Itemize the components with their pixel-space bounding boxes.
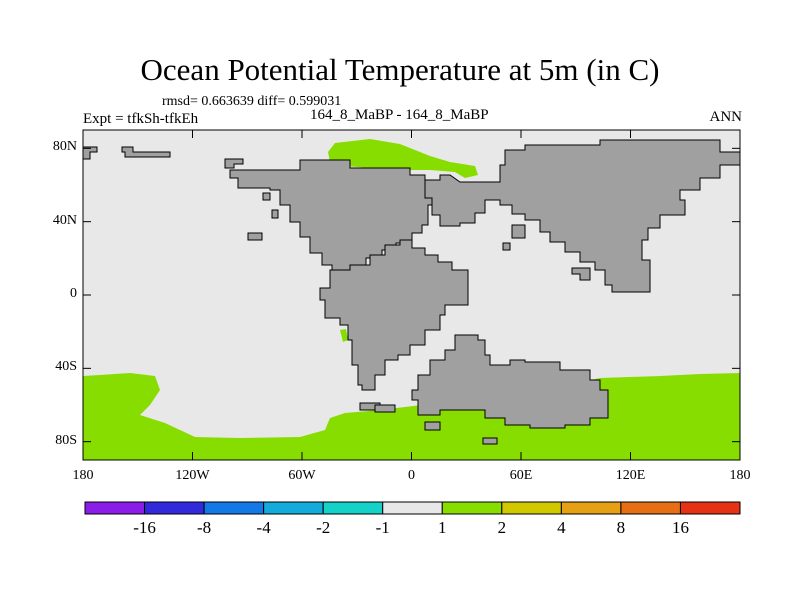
land-antarctic-fragment-4 (482, 437, 498, 445)
colorbar-label: -16 (133, 518, 156, 537)
x-tick-label: 180 (729, 468, 751, 483)
land-africa-australia-antarctic (411, 334, 609, 429)
y-tick-label: 40N (52, 212, 77, 228)
land-antarctic-fragment-2 (374, 404, 396, 413)
x-tick-label: 180 (72, 468, 94, 483)
colorbar-label: 16 (671, 518, 689, 537)
land-arabian-block (511, 224, 526, 239)
chart-title: Ocean Potential Temperature at 5m (in C) (140, 52, 660, 87)
arctic-warm-region (328, 139, 478, 178)
x-tick-label: 120E (615, 468, 646, 483)
case-label: 164_8_MaBP - 164_8_MaBP (310, 107, 489, 123)
y-tick-label: 80S (55, 432, 77, 448)
land-south-america-africa (319, 239, 469, 391)
colorbar-label: 2 (497, 518, 507, 537)
x-tick-label: 0 (408, 468, 415, 483)
x-tick-label: 60E (509, 468, 533, 483)
land-eurasia (424, 139, 741, 293)
colorbar-label: -2 (316, 518, 331, 537)
axis-tickmarks (82, 130, 741, 460)
x-tick-label: 120W (175, 468, 210, 483)
y-tick-label: 40S (55, 359, 77, 375)
colorbar-label: -8 (196, 518, 212, 537)
land-small-north-american-island (262, 192, 271, 201)
stats-text: rmsd= 0.663639 diff= 0.599031 (162, 94, 342, 109)
colorbar-label: 1 (438, 518, 447, 537)
land-arctic-island-2 (121, 146, 171, 158)
small-warm-patch (340, 329, 348, 342)
land-southeast-asia-isle (571, 267, 591, 281)
colorbar-label: 4 (557, 518, 566, 537)
y-tick-label: 0 (70, 286, 77, 301)
x-tick-label: 60W (288, 468, 316, 483)
colorbar-label: -4 (256, 518, 271, 537)
y-tick-label: 80N (52, 139, 77, 155)
colorbar-label: -1 (375, 518, 390, 537)
experiment-label: Expt = tfkSh-tfkEh (83, 111, 199, 127)
colorbar-label: 8 (616, 518, 626, 537)
land-arctic-island-3 (224, 158, 244, 169)
land-small-isle-1 (271, 209, 279, 219)
land-masses (82, 139, 741, 445)
land-small-isle-3 (502, 242, 511, 251)
land-small-isle-2 (247, 232, 263, 241)
season-label: ANN (709, 109, 743, 125)
land-antarctic-fragment-3 (424, 421, 441, 431)
